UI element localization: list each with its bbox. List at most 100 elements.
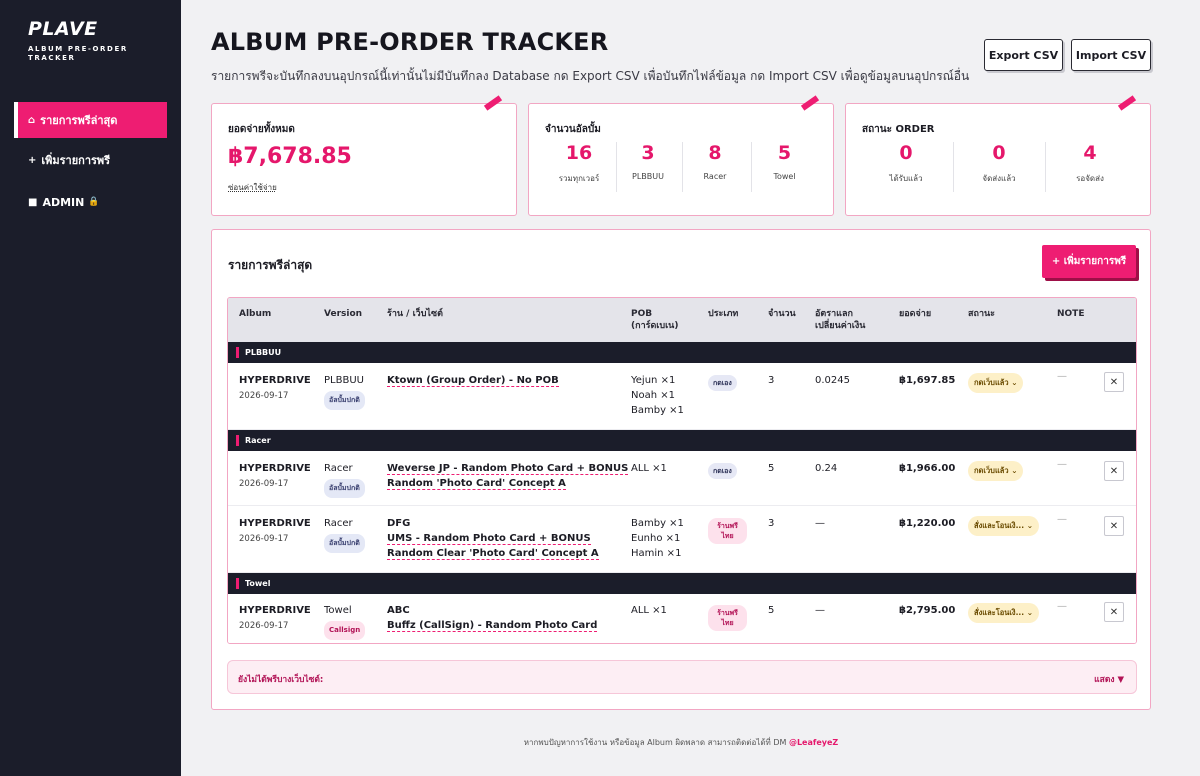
card-corner-accent — [483, 95, 503, 111]
order-date: 2026-09-17 — [239, 534, 289, 544]
pob-list: ALL ×1 — [631, 463, 667, 474]
table-row[interactable]: HYPERDRIVE 2026-09-17 Racer อัลบั้มปกติ … — [228, 451, 1136, 506]
divider — [751, 142, 752, 192]
type-badge: ร้านพรีไทย — [708, 605, 747, 631]
show-toggle[interactable]: แสดง ▼ — [1094, 675, 1124, 685]
type-badge: กดเอง — [708, 375, 737, 391]
stat-racer: 8 Racer — [703, 142, 727, 181]
section-title: รายการพรีล่าสุด — [228, 258, 313, 272]
home-icon: ⌂ — [28, 114, 36, 126]
status-select[interactable]: สั่งและโอนเงิ... ⌄ — [968, 603, 1040, 623]
divider — [953, 142, 954, 192]
close-icon: ✕ — [1109, 520, 1119, 532]
album-name: HYPERDRIVE — [239, 463, 311, 474]
paid-amount: ฿1,966.00 — [899, 463, 956, 474]
note-empty: — — [1057, 459, 1067, 470]
delete-button[interactable]: ✕ — [1104, 461, 1124, 481]
album-name: HYPERDRIVE — [239, 518, 311, 529]
table-row[interactable]: HYPERDRIVE 2026-09-17 PLBBUU อัลบั้มปกติ… — [228, 363, 1136, 430]
delete-button[interactable]: ✕ — [1104, 516, 1124, 536]
unordered-sites-panel[interactable]: ยังไม่ได้พรีบางเว็บไซต์: แสดง ▼ — [227, 660, 1137, 694]
delete-button[interactable]: ✕ — [1104, 372, 1124, 392]
th-pob: POB (การ์ดเบเน) — [631, 309, 679, 331]
version-name: Towel — [324, 605, 352, 616]
paid-amount: ฿1,220.00 — [899, 518, 956, 529]
close-icon: ✕ — [1109, 376, 1119, 388]
card-label: สถานะ ORDER — [862, 124, 935, 135]
sidebar-item-label: รายการพรีล่าสุด — [40, 114, 118, 127]
import-csv-button[interactable]: Import CSV — [1071, 39, 1151, 71]
logo-subtitle: ALBUM PRE-ORDER TRACKER — [28, 45, 128, 62]
export-csv-button[interactable]: Export CSV — [984, 39, 1063, 71]
th-paid: ยอดจ่าย — [899, 309, 932, 319]
version-name: Racer — [324, 463, 353, 474]
logo: PLAVE — [28, 18, 98, 40]
sidebar-item-label: ADMIN — [42, 195, 85, 209]
th-rate: อัตราแลก เปลี่ยนค่าเงิน — [815, 309, 866, 331]
order-status-card: สถานะ ORDER 0 ได้รับแล้ว 0 จัดส่งแล้ว 4 … — [845, 95, 1151, 216]
note-empty: — — [1057, 601, 1067, 612]
quantity: 3 — [768, 375, 775, 386]
order-date: 2026-09-17 — [239, 391, 289, 401]
table-row[interactable]: HYPERDRIVE 2026-09-17 Towel Callsign ABC… — [228, 594, 1136, 643]
paid-amount: ฿1,697.85 — [899, 375, 956, 386]
group-header: Towel — [228, 573, 1136, 594]
status-select[interactable]: สั่งและโอนเงิ... ⌄ — [968, 516, 1040, 536]
version-badge: อัลบั้มปกติ — [324, 479, 365, 498]
version-badge: อัลบั้มปกติ — [324, 534, 365, 553]
exchange-rate: 0.0245 — [815, 375, 850, 386]
quantity: 5 — [768, 605, 775, 616]
status-select[interactable]: กดเว็บแล้ว ⌄ — [968, 461, 1024, 481]
card-label: จำนวนอัลบั้ม — [545, 124, 601, 135]
close-icon: ✕ — [1109, 606, 1119, 618]
stat-pending: 4 รอจัดส่ง — [1076, 142, 1104, 183]
shop-name[interactable]: DFG UMS - Random Photo Card + BONUS Rand… — [387, 518, 599, 560]
pob-list: Yejun ×1 Noah ×1 Bamby ×1 — [631, 375, 684, 416]
type-badge: ร้านพรีไทย — [708, 518, 747, 544]
divider — [1045, 142, 1046, 192]
sidebar-item-add[interactable]: + เพิ่มรายการพรี — [14, 142, 167, 178]
divider — [616, 142, 617, 192]
delete-button[interactable]: ✕ — [1104, 602, 1124, 622]
note-empty: — — [1057, 371, 1067, 382]
close-icon: ✕ — [1109, 465, 1119, 477]
version-badge: อัลบั้มปกติ — [324, 391, 365, 410]
type-badge: กดเอง — [708, 463, 737, 479]
stat-all: 16 รวมทุกเวอร์ — [558, 142, 600, 183]
album-count-card: จำนวนอัลบั้ม 16 รวมทุกเวอร์ 3 PLBBUU 8 R… — [528, 95, 834, 216]
hide-expenses-link[interactable]: ซ่อนค่าใช้จ่าย — [228, 183, 277, 192]
th-note: NOTE — [1057, 309, 1085, 319]
sidebar-item-latest[interactable]: ⌂ รายการพรีล่าสุด — [14, 102, 167, 138]
divider — [682, 142, 683, 192]
group-header: Racer — [228, 430, 1136, 451]
shop-name[interactable]: ABC Buffz (CallSign) - Random Photo Card — [387, 605, 598, 632]
page-description: รายการพรีจะบันทึกลงบนอุปกรณ์นี้เท่านั้นไ… — [211, 69, 970, 83]
table-row[interactable]: HYPERDRIVE 2026-09-17 Racer อัลบั้มปกติ … — [228, 506, 1136, 573]
footer-text: หากพบปัญหาการใช้งาน หรือข้อมูล Album ผิด… — [523, 738, 789, 747]
version-badge: Callsign — [324, 621, 366, 640]
th-qty: จำนวน — [768, 309, 796, 319]
th-status: สถานะ — [968, 309, 995, 319]
sidebar-item-admin[interactable]: ■ ADMIN 🔒 — [14, 184, 167, 220]
stat-received: 0 ได้รับแล้ว — [889, 142, 923, 183]
paid-amount: ฿2,795.00 — [899, 605, 956, 616]
plus-icon: + — [28, 154, 37, 166]
shop-name[interactable]: Ktown (Group Order) - No POB — [387, 375, 559, 387]
contact-handle[interactable]: @LeafeyeZ — [788, 738, 839, 747]
th-version: Version — [324, 309, 363, 319]
group-header: PLBBUU — [228, 342, 1136, 363]
exchange-rate: — — [815, 605, 825, 616]
card-corner-accent — [800, 95, 820, 111]
add-preorder-button[interactable]: + เพิ่มรายการพรี — [1042, 245, 1136, 278]
card-label: ยอดจ่ายทั้งหมด — [228, 124, 295, 135]
shop-name[interactable]: Weverse JP - Random Photo Card + BONUS R… — [387, 463, 629, 490]
pob-list: Bamby ×1 Eunho ×1 Hamin ×1 — [631, 518, 684, 559]
th-album: Album — [239, 309, 272, 319]
card-corner-accent — [1117, 95, 1137, 111]
sidebar-item-label: เพิ่มรายการพรี — [41, 154, 111, 167]
unordered-sites-label: ยังไม่ได้พรีบางเว็บไซต์: — [238, 675, 324, 685]
total-amount: ฿7,678.85 — [228, 144, 352, 169]
note-empty: — — [1057, 514, 1067, 525]
square-icon: ■ — [28, 196, 38, 208]
status-select[interactable]: กดเว็บแล้ว ⌄ — [968, 373, 1024, 393]
